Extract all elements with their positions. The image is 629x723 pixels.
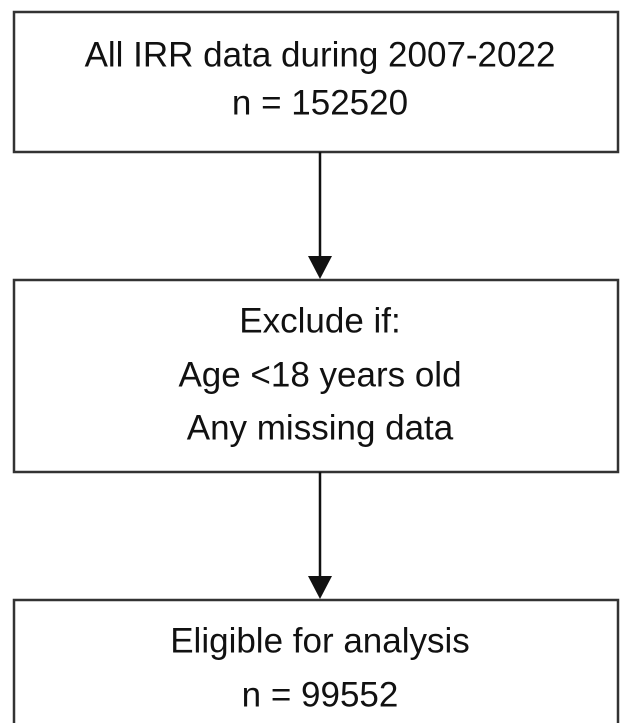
box (12, 278, 620, 474)
box-text: All IRR data during 2007-2022 (85, 35, 556, 74)
box-text: Age <18 years old (178, 355, 461, 394)
arrow-head (308, 256, 332, 279)
arrow-head (308, 576, 332, 599)
box-text: Any missing data (187, 408, 454, 447)
box (12, 598, 620, 723)
box (12, 10, 620, 154)
box-text: n = 152520 (232, 83, 408, 122)
box-text: Exclude if: (239, 301, 400, 340)
box-text: Eligible for analysis (170, 621, 470, 660)
box-text: n = 99552 (242, 675, 399, 714)
